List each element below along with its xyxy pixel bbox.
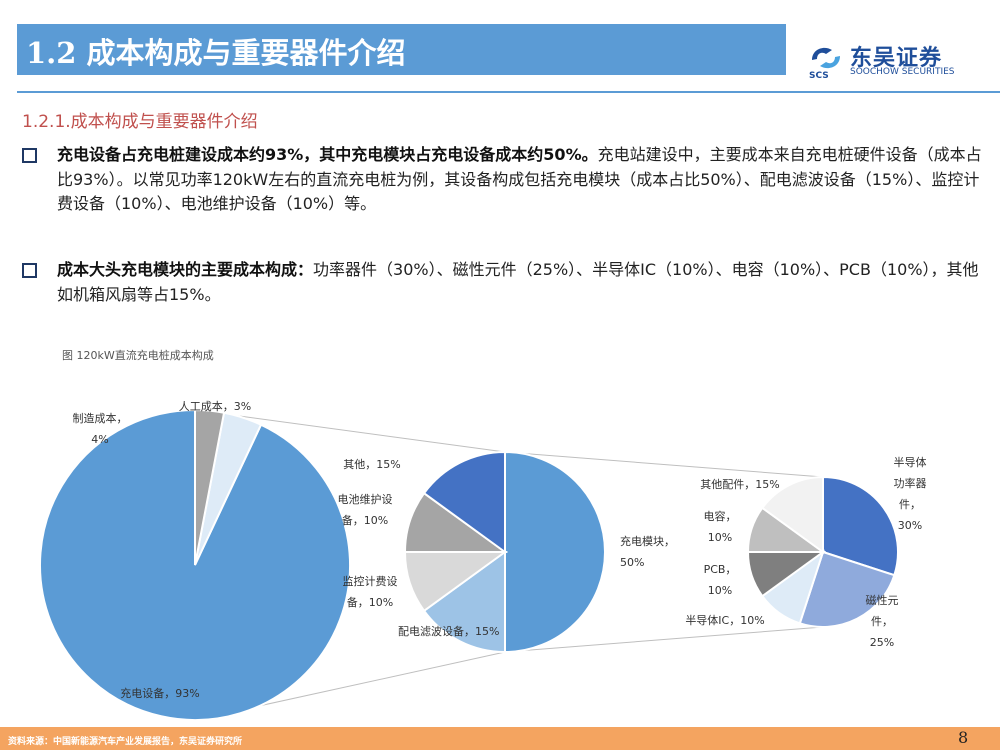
connector-top-right <box>504 451 824 478</box>
footer-bar <box>0 727 1000 750</box>
label-labor-cost: 人工成本，3% <box>179 399 251 413</box>
label-filter-equipment: 配电滤波设备，15% <box>398 624 499 638</box>
logo-mark-icon: SCS <box>809 47 840 81</box>
label-charging-module: 充电模块， 50% <box>620 534 675 569</box>
connector-bottom-right <box>504 626 824 653</box>
label-other: 其他，15% <box>343 458 400 471</box>
figure-caption: 图 120kW直流充电桩成本构成 <box>62 349 214 362</box>
header-divider <box>17 91 1000 93</box>
bullet-text: 充电设备占充电桩建设成本约93%，其中充电模块占充电设备成本约50%。充电站建设… <box>57 143 992 217</box>
slice-filter-equipment <box>422 550 506 654</box>
logo-text-en: SOOCHOW SECURITIES <box>850 67 955 77</box>
slice-other-parts <box>760 475 824 554</box>
bullet-square-icon <box>22 263 37 278</box>
pie-charging-module <box>746 475 899 628</box>
label-magnetic-parts: 磁性元件， 25% <box>866 593 899 649</box>
label-semiconductor-ic: 半导体IC，10% <box>685 613 764 627</box>
label-other-parts: 其他配件，15% <box>700 478 779 491</box>
bullet-item-2: 成本大头充电模块的主要成本构成：功率器件（30%）、磁性元件（25%）、半导体I… <box>22 258 992 307</box>
bullet-bold-text: 成本大头充电模块的主要成本构成： <box>57 260 314 279</box>
bullet-bold-text: 充电设备占充电桩建设成本约93%，其中充电模块占充电设备成本约50%。 <box>57 145 598 164</box>
slice-charging-module <box>504 450 606 654</box>
logo-text-cn: 东吴证券 <box>850 46 943 71</box>
bullet-body-text: 功率器件（30%）、磁性元件（25%）、半导体IC（10%）、电容（10%）、P… <box>57 260 979 304</box>
slice-power-device <box>822 475 899 577</box>
label-power-device: 半导体功率器件， 30% <box>894 455 927 532</box>
brand-logo: SCS 东吴证券 SOOCHOW SECURITIES <box>806 40 996 82</box>
slice-other <box>422 450 506 554</box>
bullet-item-1: 充电设备占充电桩建设成本约93%，其中充电模块占充电设备成本约50%。充电站建设… <box>22 143 992 217</box>
bullet-body-text: 充电站建设中，主要成本来自充电桩硬件设备（成本占比93%）。以常见功率120kW… <box>57 145 982 213</box>
slice-magnetic-parts <box>798 550 896 628</box>
label-billing-equipment: 监控计费设备，10% <box>343 574 398 609</box>
label-battery-maintenance: 电池维护设备，10% <box>338 492 393 527</box>
page-title: 1.2 成本构成与重要器件介绍 <box>26 36 406 70</box>
footer-source: 资料来源：中国新能源汽车产业发展报告，东吴证券研究所 <box>8 737 243 747</box>
header-bar <box>17 24 786 75</box>
page-number: 8 <box>958 728 969 747</box>
connector-top-left <box>194 409 506 453</box>
slice-labor-cost <box>194 408 226 566</box>
pie-labels: 充电设备，93% 制造成本， 4% 人工成本，3% 充电模块， 50% 配电滤波设备，15%… <box>73 399 927 700</box>
bullet-square-icon <box>22 148 37 163</box>
label-capacitor: 电容， 10% <box>704 509 737 544</box>
cost-breakdown-chart: 充电设备，93% 制造成本， 4% 人工成本，3% 充电模块， 50% 配电滤波设备，15%… <box>39 399 927 721</box>
pie-charging-equipment <box>403 450 606 654</box>
label-pcb: PCB， 10% <box>704 563 737 597</box>
logo-mark-text: SCS <box>809 71 829 80</box>
label-manufacturing-cost: 制造成本， 4% <box>73 411 128 446</box>
section-subheading: 1.2.1.成本构成与重要器件介绍 <box>22 112 258 132</box>
pie-charging-station <box>39 408 351 721</box>
bullet-text: 成本大头充电模块的主要成本构成：功率器件（30%）、磁性元件（25%）、半导体I… <box>57 258 992 307</box>
label-charging-equipment: 充电设备，93% <box>120 686 199 700</box>
